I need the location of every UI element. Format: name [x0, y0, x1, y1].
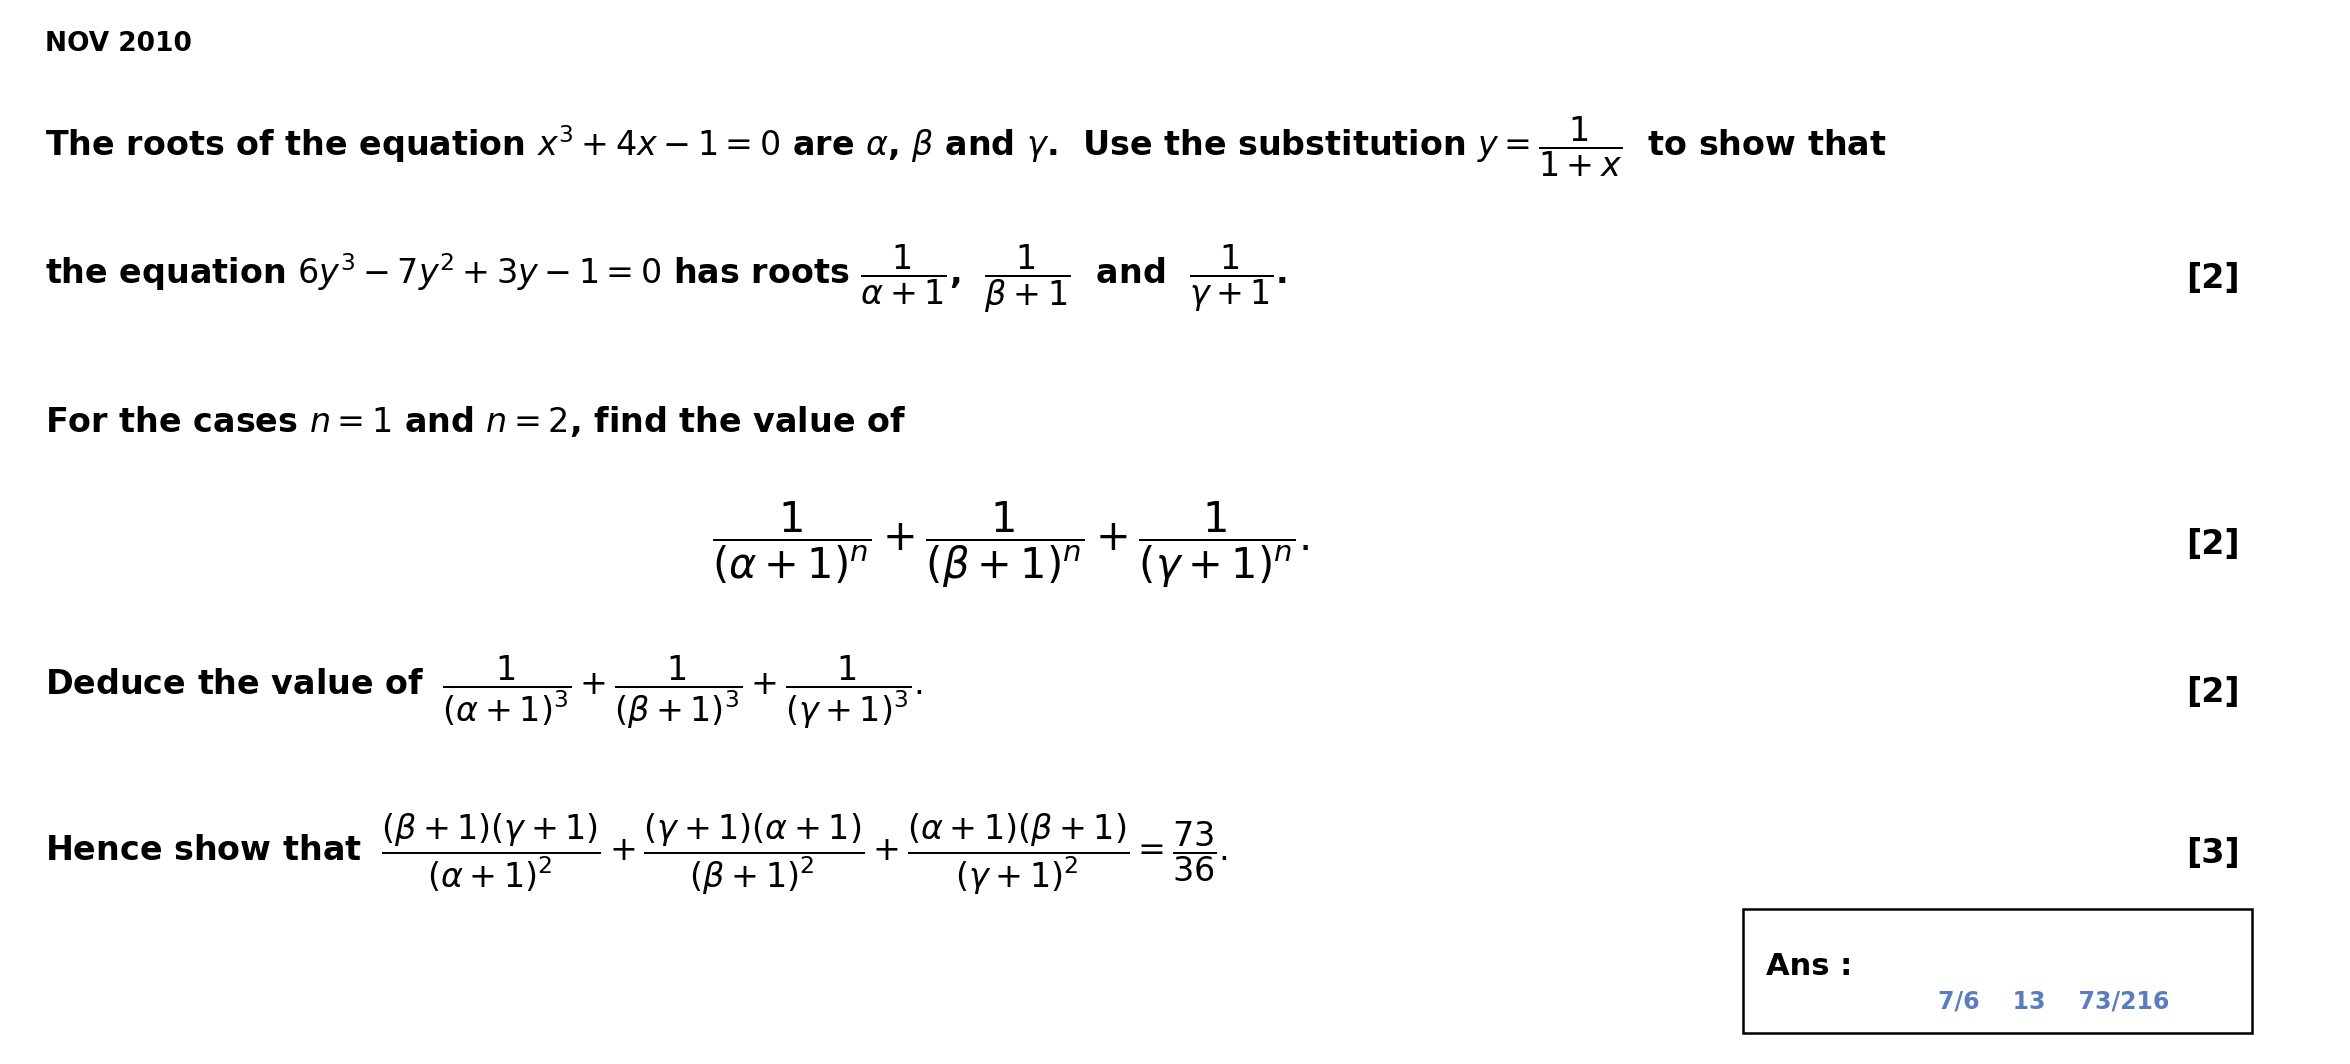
Text: NOV 2010: NOV 2010: [45, 31, 193, 56]
Text: Hence show that $\;\dfrac{(\beta+1)(\gamma+1)}{(\alpha+1)^2} + \dfrac{(\gamma+1): Hence show that $\;\dfrac{(\beta+1)(\gam…: [45, 812, 1229, 897]
Text: [2]: [2]: [2186, 676, 2240, 709]
Text: [2]: [2]: [2186, 262, 2240, 295]
Text: Deduce the value of $\;\dfrac{1}{(\alpha+1)^3} + \dfrac{1}{(\beta+1)^3} + \dfrac: Deduce the value of $\;\dfrac{1}{(\alpha…: [45, 654, 924, 731]
Text: $\dfrac{1}{(\alpha+1)^n} + \dfrac{1}{(\beta+1)^n} + \dfrac{1}{(\gamma+1)^n}.$: $\dfrac{1}{(\alpha+1)^n} + \dfrac{1}{(\b…: [712, 500, 1309, 589]
Text: The roots of the equation $x^3 + 4x - 1 = 0$ are $\alpha$, $\beta$ and $\gamma$.: The roots of the equation $x^3 + 4x - 1 …: [45, 115, 1887, 179]
Text: 7/6    13    73/216: 7/6 13 73/216: [1939, 990, 2169, 1014]
Text: the equation $6y^3 - 7y^2 + 3y - 1 = 0$ has roots $\dfrac{1}{\alpha+1}$,  $\dfra: the equation $6y^3 - 7y^2 + 3y - 1 = 0$ …: [45, 243, 1288, 315]
Text: Ans :: Ans :: [1767, 952, 1852, 981]
Text: For the cases $n = 1$ and $n = 2$, find the value of: For the cases $n = 1$ and $n = 2$, find …: [45, 403, 907, 438]
Text: [3]: [3]: [2186, 837, 2240, 870]
FancyBboxPatch shape: [1744, 909, 2251, 1033]
Text: [2]: [2]: [2186, 528, 2240, 561]
